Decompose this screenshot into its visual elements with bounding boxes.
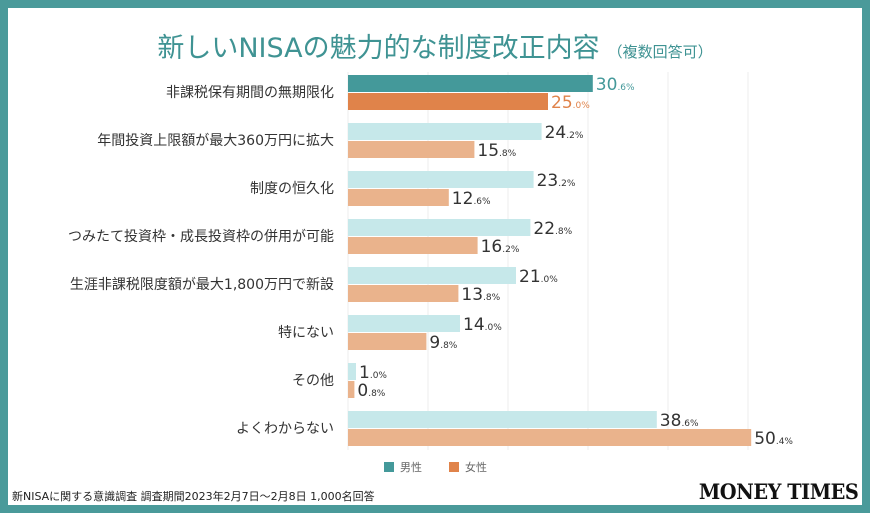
category-labels: 非課税保有期間の無期限化年間投資上限額が最大360万円に拡大制度の恒久化つみたて… <box>68 85 334 437</box>
value-labels: 30.6% 25.0% 24.2% 15.8% 23.2% 12.6% 22.8% 16.2%… <box>357 75 793 449</box>
survey-note: 新NISAに関する意識調査 調査期間2023年2月7日〜2月8日 1,000名回… <box>12 490 375 503</box>
value-label-male: 22.8% <box>533 219 572 239</box>
bar-male <box>348 123 542 140</box>
bar-male <box>348 363 356 380</box>
brand-logo: MONEY TIMES <box>698 479 858 504</box>
category-label: 制度の恒久化 <box>250 181 334 197</box>
legend-swatch <box>449 462 459 472</box>
category-label: 年間投資上限額が最大360万円に拡大 <box>97 133 334 149</box>
bar-female <box>348 237 478 254</box>
category-label: その他 <box>292 373 334 389</box>
bar-male <box>348 315 460 332</box>
bar-male <box>348 171 534 188</box>
bar-female <box>348 429 752 446</box>
legend-female: 女性 <box>449 460 487 474</box>
bar-male <box>348 219 531 236</box>
value-label-male: 24.2% <box>545 123 584 143</box>
bar-male <box>348 75 593 92</box>
bar-male <box>348 267 516 284</box>
value-label-male: 38.6% <box>660 411 699 431</box>
bar-female <box>348 333 427 350</box>
value-label-male: 1.0% <box>359 363 387 383</box>
category-label: つみたて投資枠・成長投資枠の併用が可能 <box>68 229 334 245</box>
bars <box>348 75 752 446</box>
bar-female <box>348 141 475 158</box>
chart-subtitle: （複数回答可） <box>607 43 713 61</box>
value-label-male: 23.2% <box>537 171 576 191</box>
chart-title: 新しいNISAの魅力的な制度改正内容 （複数回答可） <box>0 26 870 65</box>
category-label: 特にない <box>278 325 334 341</box>
bar-female <box>348 189 449 206</box>
bar-female <box>348 285 459 302</box>
category-label: よくわからない <box>236 421 334 437</box>
bar-male <box>348 411 657 428</box>
legend-label: 女性 <box>465 460 487 474</box>
value-label-female: 0.8% <box>357 381 385 401</box>
value-label-female: 16.2% <box>481 237 520 257</box>
value-label-female: 25.0% <box>551 93 590 113</box>
bar-female <box>348 93 548 110</box>
value-label-male: 21.0% <box>519 267 558 287</box>
legend-male: 男性 <box>384 460 422 474</box>
legend-swatch <box>384 462 394 472</box>
value-label-female: 15.8% <box>477 141 516 161</box>
bar-female <box>348 381 355 398</box>
value-label-male: 30.6% <box>596 75 635 95</box>
category-label: 生涯非課税限度額が最大1,800万円で新設 <box>70 277 334 293</box>
value-label-female: 12.6% <box>452 189 491 209</box>
legend: 男性 女性 <box>384 460 487 474</box>
value-label-male: 14.0% <box>463 315 502 335</box>
legend-label: 男性 <box>400 460 422 474</box>
category-label: 非課税保有期間の無期限化 <box>166 85 334 101</box>
value-label-female: 13.8% <box>461 285 500 305</box>
chart-title-main: 新しいNISAの魅力的な制度改正内容 <box>157 33 600 64</box>
value-label-female: 50.4% <box>754 429 793 449</box>
value-label-female: 9.8% <box>429 333 457 353</box>
